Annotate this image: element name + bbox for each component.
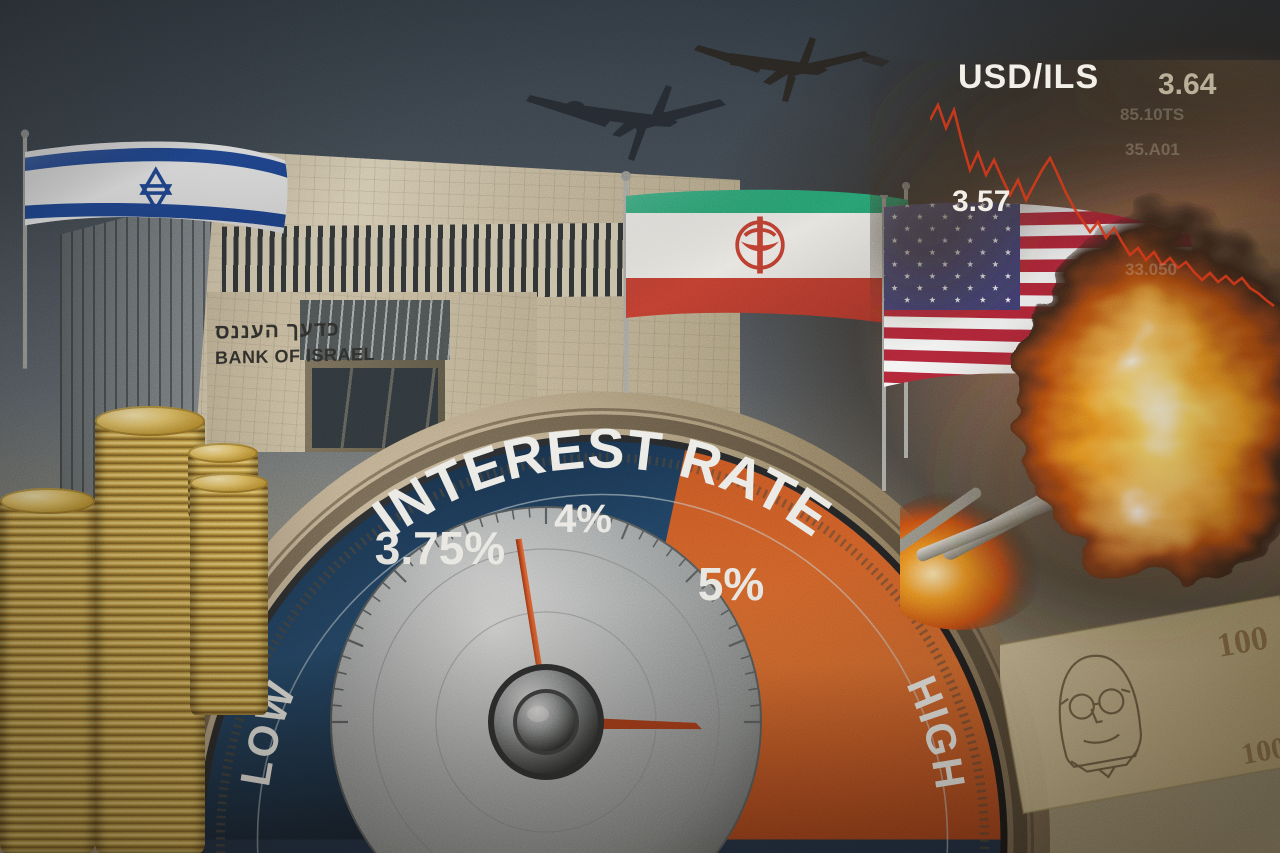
svg-text:3.75%: 3.75% [375,522,505,574]
svg-text:4%: 4% [554,497,612,541]
svg-text:100: 100 [1239,731,1280,771]
svg-text:5%: 5% [698,558,764,610]
